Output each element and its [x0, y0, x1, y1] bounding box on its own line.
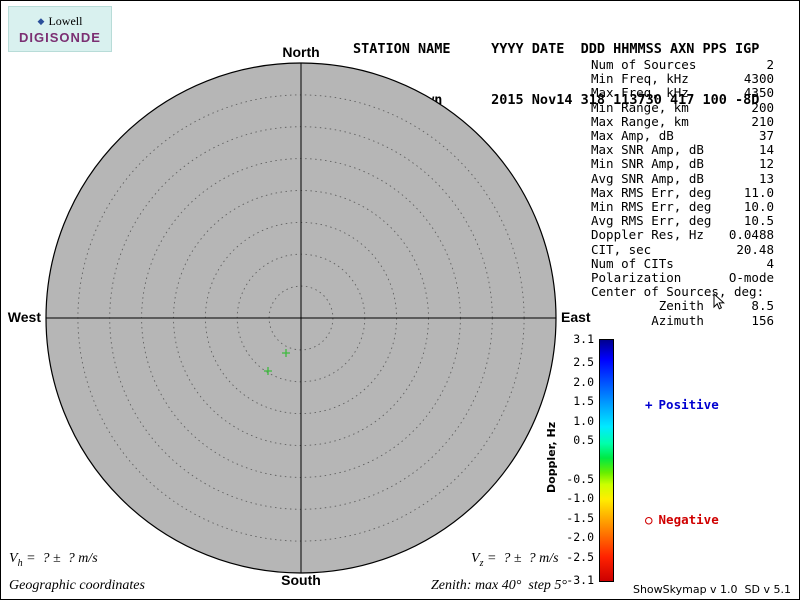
colorbar-tick: 2.5	[573, 355, 594, 370]
stat-value: 4350	[743, 85, 774, 101]
logo-product-text: DIGISONDE	[19, 29, 101, 45]
colorbar-ticks: 3.1 2.5 2.0 1.5 1.0 0.5 -0.5 -1.0 -1.5 -2.0 -2.5 -3…	[557, 332, 596, 587]
stat-value: 10.5	[743, 213, 774, 229]
stat-row: Num of CITs 4	[591, 255, 774, 271]
colorbar-tick: 0.5	[573, 433, 594, 448]
legend-negative-label: Negative	[658, 512, 719, 527]
stat-row: Min RMS Err, deg 10.0	[591, 199, 774, 215]
horizontal-velocity-text: Vh = ? ± ? m/s	[9, 551, 98, 569]
stat-label: Num of Sources	[591, 57, 697, 72]
stat-label: CIT, sec	[591, 241, 652, 257]
source-marker-positive	[264, 367, 272, 375]
stat-row: Avg SNR Amp, dB 13	[591, 170, 774, 186]
stat-row: Polarization O-mode	[591, 270, 774, 286]
stat-label: Min Range, km	[591, 99, 689, 115]
program-version-text: ShowSkymap v 1.0 SD v 5.1	[632, 583, 791, 596]
stat-row: CIT, sec 20.48	[591, 241, 774, 257]
stat-value: 14	[758, 142, 774, 158]
colorbar-tick: 1.0	[573, 413, 594, 428]
stat-row: Min Range, km 200	[591, 99, 774, 115]
stat-label: Max RMS Err, deg	[591, 184, 712, 200]
stat-value: 11.0	[743, 184, 774, 200]
stat-label: Max Freq, kHz	[591, 85, 689, 101]
colorbar-tick: -2.5	[566, 549, 594, 564]
stat-row: Max Amp, dB 37	[591, 128, 774, 144]
stat-value: 12	[758, 156, 774, 172]
stat-label: Polarization	[591, 270, 682, 286]
stat-label: Max Range, km	[591, 113, 689, 129]
label-north: North	[282, 44, 319, 60]
negative-marker-icon: ○	[645, 512, 653, 527]
colorbar-tick: -3.1	[566, 573, 594, 587]
colorbar-tick: 1.5	[573, 394, 594, 409]
stat-label: Center of Sources, deg:	[591, 284, 765, 300]
stat-label: Num of CITs	[591, 255, 674, 271]
stat-label: Zenith	[591, 298, 704, 314]
colorbar-tick: -1.5	[566, 510, 594, 525]
stat-value: 200	[751, 99, 774, 115]
stat-label: Min SNR Amp, dB	[591, 156, 704, 172]
colorbar-tick: -1.0	[566, 491, 594, 506]
lowell-diamond-icon: ◆	[37, 15, 45, 26]
stat-label: Avg RMS Err, deg	[591, 213, 712, 229]
stat-value: 20.48	[736, 241, 774, 257]
stat-row: Num of Sources 2	[591, 57, 774, 72]
stat-row: Doppler Res, Hz 0.0488	[591, 228, 774, 242]
source-marker-positive	[282, 349, 290, 357]
stat-label: Max SNR Amp, dB	[591, 142, 704, 158]
stat-value: 156	[751, 312, 774, 328]
stat-value: 37	[758, 128, 774, 144]
stat-label: Avg SNR Amp, dB	[591, 170, 704, 186]
stat-value: 8.5	[751, 298, 774, 314]
stat-row: Min Freq, kHz 4300	[591, 72, 774, 86]
stat-value: 0.0488	[728, 227, 774, 243]
colorbar-tick: 2.0	[573, 374, 594, 389]
stat-value: 4300	[743, 71, 774, 87]
logo-brand-row: ◆ Lowell	[38, 14, 83, 29]
stat-label: Max Amp, dB	[591, 128, 674, 144]
colorbar-tick: 3.1	[573, 332, 594, 346]
stat-row: Min SNR Amp, dB 12	[591, 157, 774, 171]
positive-marker-icon: +	[645, 397, 653, 412]
stat-value: 4	[766, 255, 774, 271]
label-east: East	[561, 309, 591, 325]
legend-positive-label: Positive	[658, 397, 719, 412]
legend-positive: + Positive	[645, 397, 719, 412]
stat-row: Zenith 8.5	[591, 299, 774, 313]
zenith-range-text: Zenith: max 40° step 5°	[431, 578, 568, 593]
stat-row: Max SNR Amp, dB 14	[591, 143, 774, 157]
stat-value: 10.0	[743, 199, 774, 215]
colorbar-tick: -0.5	[566, 471, 594, 486]
stat-label: Min Freq, kHz	[591, 71, 689, 87]
stat-row: Center of Sources, deg:	[591, 285, 774, 299]
stat-row: Max Range, km 210	[591, 113, 774, 129]
lowell-digisonde-logo: ◆ Lowell DIGISONDE	[8, 6, 112, 52]
stats-list: Num of Sources 2 Min Freq, kHz 4300 Max Freq…	[591, 57, 774, 328]
stat-row: Max RMS Err, deg 11.0	[591, 184, 774, 200]
stat-row: Max Freq, kHz 4350	[591, 86, 774, 100]
stat-label: Min RMS Err, deg	[591, 199, 712, 215]
logo-brand-text: Lowell	[48, 13, 83, 28]
mouse-cursor-icon	[713, 293, 725, 310]
skymap-svg: North South West East	[8, 44, 591, 588]
colorbar-tick: -2.0	[566, 530, 594, 545]
stat-value: 2	[766, 57, 774, 72]
stat-row: Avg RMS Err, deg 10.5	[591, 214, 774, 228]
stat-row: Azimuth 156	[591, 312, 774, 328]
vertical-velocity-text: Vz = ? ± ? m/s	[471, 551, 559, 569]
coordinates-mode-text: Geographic coordinates	[9, 578, 145, 593]
colorbar-gradient	[599, 339, 614, 582]
stat-value: O-mode	[728, 270, 774, 286]
stat-label: Azimuth	[591, 312, 704, 328]
stat-label: Doppler Res, Hz	[591, 227, 704, 243]
stat-value: 210	[751, 113, 774, 129]
label-south: South	[281, 572, 321, 588]
stat-value: 13	[758, 170, 774, 186]
legend-negative: ○ Negative	[645, 512, 719, 527]
header-labels-row: STATION NAME YYYY DATE DDD HHMMSS AXN PP…	[353, 41, 760, 57]
label-west: West	[8, 309, 42, 325]
